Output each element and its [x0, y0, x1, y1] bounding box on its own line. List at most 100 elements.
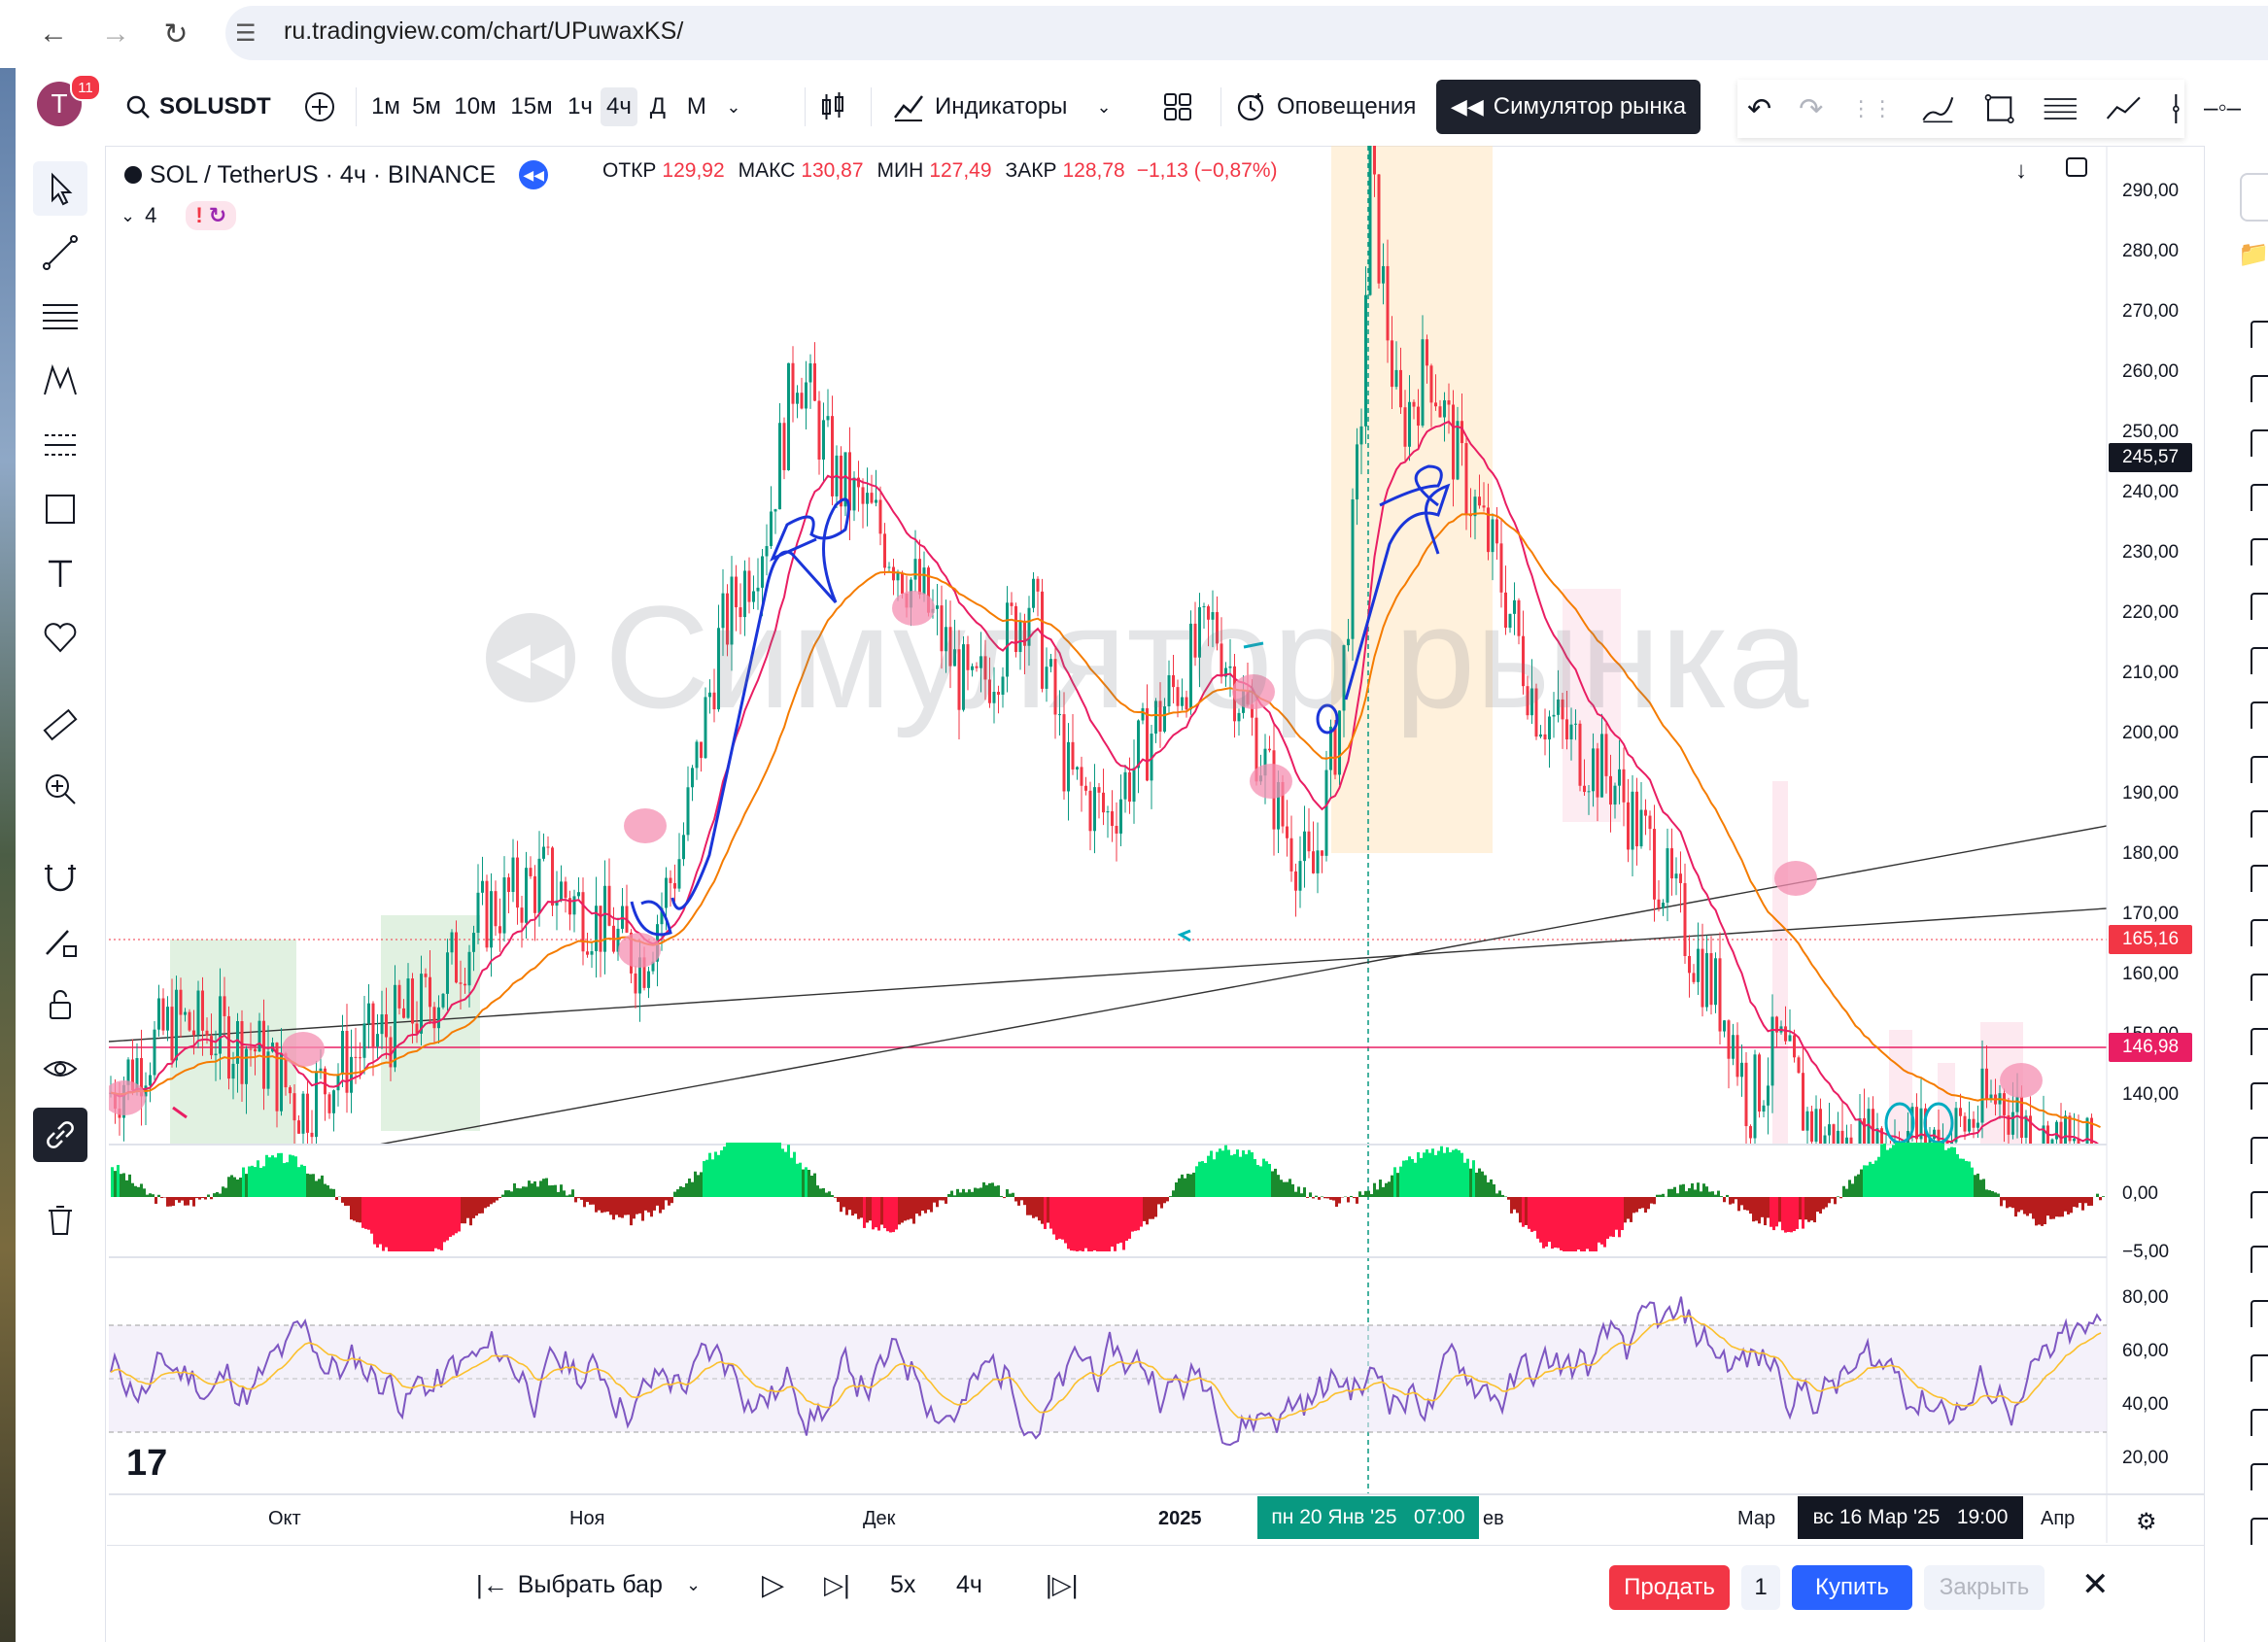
timeframe-10m[interactable]: 10м — [454, 93, 497, 120]
sidebar-object-icon[interactable] — [2251, 1028, 2268, 1055]
warning-icon[interactable]: ! ↻ — [186, 201, 237, 230]
text-tool[interactable] — [33, 546, 87, 600]
sidebar-object-icon[interactable] — [2251, 919, 2268, 946]
candle-body — [1793, 1035, 1796, 1058]
buy-button[interactable]: Купить — [1792, 1565, 1912, 1610]
momentum-oscillator — [111, 1143, 2105, 1251]
sidebar-object-icon[interactable] — [2251, 756, 2268, 783]
select-bar-button[interactable]: |← Выбрать бар ⌄ — [476, 1546, 701, 1624]
timeframe-month[interactable]: М — [686, 93, 706, 120]
close-icon[interactable]: ✕ — [2081, 1566, 2110, 1603]
sidebar-object-icon[interactable] — [2251, 1463, 2268, 1490]
sidebar-object-icon[interactable] — [2251, 865, 2268, 892]
timeframe-1m[interactable]: 1м — [371, 93, 400, 120]
market-replay-button[interactable]: ◀◀ Симулятор рынка — [1436, 80, 1701, 134]
compare-symbol-button[interactable] — [303, 68, 336, 146]
drag-handle-icon[interactable]: ⋮⋮ — [1850, 96, 1894, 120]
lock-drawing-tool[interactable] — [33, 913, 87, 968]
rectangle-icon[interactable] — [1983, 89, 2015, 128]
sidebar-object-icon[interactable] — [2251, 1082, 2268, 1110]
sidebar-object-icon[interactable] — [2251, 1409, 2268, 1436]
jump-to-realtime-icon[interactable]: |▷| — [1046, 1569, 1079, 1599]
sidebar-object-icon[interactable] — [2251, 484, 2268, 511]
chevron-down-icon[interactable]: ⌄ — [1096, 96, 1112, 117]
symbol-title[interactable]: SOL / TetherUS · 4ч · BINANCE — [150, 160, 497, 188]
remove-drawings-tool[interactable] — [33, 1193, 87, 1248]
alerts-button[interactable]: Оповещения — [1234, 68, 1416, 146]
indicators-button[interactable]: Индикаторы ⌄ — [892, 68, 1112, 146]
candle-body — [525, 868, 528, 923]
timeframe-4h[interactable]: 4ч — [601, 87, 637, 126]
play-icon[interactable]: ▷ — [762, 1568, 785, 1601]
sidebar-object-icon[interactable] — [2251, 1300, 2268, 1327]
chart-type-button[interactable] — [816, 68, 849, 146]
measure-tool[interactable] — [33, 698, 87, 752]
forecast-tool[interactable] — [33, 418, 87, 472]
symbol-search[interactable]: SOLUSDT — [124, 68, 271, 146]
undo-icon[interactable]: ↶ — [1747, 92, 1772, 125]
sidebar-object-icon[interactable] — [2251, 1518, 2268, 1545]
replay-mode-icon[interactable]: ◀◀ — [519, 160, 549, 189]
sidebar-object-icon[interactable] — [2251, 701, 2268, 729]
timeframe-5m[interactable]: 5м — [412, 93, 441, 120]
layouts-button[interactable] — [1162, 68, 1193, 146]
site-settings-icon[interactable]: ☰ — [235, 20, 257, 47]
magnet-tool[interactable] — [33, 849, 87, 904]
address-bar[interactable]: ☰ — [225, 6, 2268, 60]
cursor-tool[interactable] — [33, 161, 87, 216]
replay-interval[interactable]: 4ч — [956, 1570, 982, 1598]
quantity-field[interactable]: 1 — [1741, 1565, 1780, 1610]
sidebar-object-icon[interactable] — [2251, 1354, 2268, 1382]
watchlist-button[interactable] — [2240, 173, 2268, 222]
sidebar-object-icon[interactable] — [2251, 375, 2268, 402]
oscillator-bar — [566, 1195, 568, 1197]
timeframe-15m[interactable]: 15м — [510, 93, 553, 120]
trend-line-tool[interactable] — [33, 225, 87, 280]
timeframe-1h[interactable]: 1ч — [567, 93, 593, 120]
fib-retracement-icon[interactable] — [2043, 89, 2079, 128]
chevron-down-icon[interactable]: ⌄ — [120, 205, 136, 225]
brush-icon[interactable] — [1920, 89, 1956, 128]
sync-drawings-tool[interactable] — [33, 1108, 87, 1162]
redo-icon[interactable]: ↷ — [1799, 92, 1824, 125]
candle-body — [1622, 769, 1626, 803]
sidebar-object-icon[interactable] — [2251, 593, 2268, 620]
replay-speed[interactable]: 5x — [890, 1570, 916, 1598]
pattern-tool[interactable] — [33, 354, 87, 408]
back-icon[interactable]: ← — [39, 17, 68, 50]
collapse-arrow-icon[interactable]: ↓ — [2015, 157, 2027, 184]
close-position-button[interactable]: Закрыть — [1924, 1565, 2045, 1610]
chevron-down-icon[interactable]: ⌄ — [685, 1574, 702, 1594]
reload-icon[interactable]: ↻ — [163, 17, 189, 51]
fib-tool[interactable] — [33, 290, 87, 344]
lock-all-tool[interactable] — [33, 977, 87, 1032]
maximize-icon[interactable] — [2066, 157, 2087, 177]
hide-drawings-tool[interactable] — [33, 1042, 87, 1096]
sidebar-object-icon[interactable] — [2251, 647, 2268, 674]
sidebar-object-icon[interactable] — [2251, 974, 2268, 1001]
vertical-line-icon[interactable] — [2168, 89, 2184, 128]
folder-icon[interactable]: 📁 — [2238, 239, 2268, 268]
icons-tool[interactable] — [33, 610, 87, 665]
sidebar-object-icon[interactable] — [2251, 538, 2268, 565]
sidebar-object-icon[interactable] — [2251, 810, 2268, 838]
chevron-down-icon[interactable]: ⌄ — [726, 96, 741, 117]
horizontal-ray-icon[interactable]: –◦– — [2204, 91, 2242, 121]
shapes-tool[interactable] — [33, 482, 87, 536]
sidebar-object-icon[interactable] — [2251, 321, 2268, 348]
sell-button[interactable]: Продать — [1609, 1565, 1730, 1610]
sidebar-object-icon[interactable] — [2251, 1191, 2268, 1218]
forward-icon[interactable]: → — [101, 17, 130, 50]
timeframe-day[interactable]: Д — [649, 93, 666, 120]
sidebar-object-icon[interactable] — [2251, 1246, 2268, 1273]
path-icon[interactable] — [2106, 89, 2142, 128]
sidebar-object-icon[interactable] — [2251, 1137, 2268, 1164]
sidebar-object-icon[interactable] — [2251, 429, 2268, 457]
rewind-icon: ◀◀ — [486, 612, 575, 702]
zoom-tool[interactable] — [33, 762, 87, 816]
studies-toggle[interactable]: ⌄ 4 ! ↻ — [120, 198, 237, 233]
step-forward-icon[interactable]: ▷| — [824, 1569, 850, 1599]
settings-gear-icon[interactable]: ⚙ — [2136, 1509, 2157, 1535]
candle-body — [2003, 1093, 2006, 1115]
